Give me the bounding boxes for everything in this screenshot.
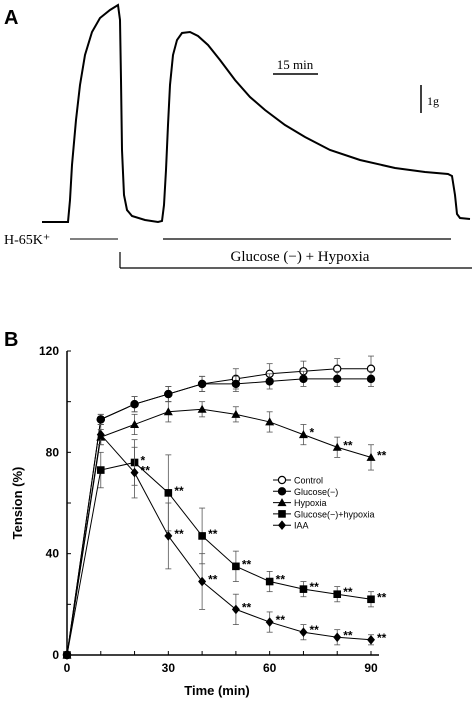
x-tick-label: 30 [162,661,176,675]
data-point-glucose-hypoxia [164,489,173,497]
legend-label-glucose: Glucose(−) [294,487,338,497]
data-point-hypoxia [298,430,308,439]
significance-mark-iaa: ** [242,600,252,614]
data-point-iaa [164,531,173,541]
legend-marker-hypoxia [277,498,287,507]
stimulus-hypoxia-label: Glucose (−) + Hypoxia [231,249,370,265]
series-line-glucose [66,378,371,656]
x-axis-title: Time (min) [184,683,250,698]
data-point-iaa [198,576,207,587]
significance-mark-glucose-hypoxia: * [141,453,146,467]
significance-mark-glucose-hypoxia: ** [276,573,286,587]
significance-mark-glucose-hypoxia: ** [343,585,353,599]
series-line-iaa [66,433,372,656]
legend-marker-control [277,475,287,485]
panel-a-label: A [4,7,18,29]
data-point-iaa [231,604,240,615]
significance-mark-glucose-hypoxia: ** [242,557,252,571]
x-tick-label: 60 [263,661,277,675]
data-point-iaa [63,650,71,660]
data-point-iaa [130,467,139,478]
data-point-iaa [265,617,274,627]
data-point-hypoxia [332,442,342,451]
data-point-glucose [333,374,342,384]
legend-label-control: Control [294,476,323,486]
data-point-hypoxia [197,404,207,413]
y-axis-title: Tension (%) [10,467,25,540]
x-tick-label: 0 [64,661,71,675]
significance-mark-iaa: ** [377,631,387,645]
data-point-hypoxia [130,419,140,428]
significance-mark-iaa: ** [343,628,353,642]
y-tick-label: 120 [39,344,59,358]
data-point-glucose [265,377,274,386]
data-point-glucose-hypoxia [333,590,342,598]
data-point-hypoxia [366,452,376,461]
data-point-hypoxia [265,417,275,426]
significance-mark-iaa: ** [309,623,319,637]
y-tick-label: 40 [46,547,60,561]
data-point-glucose-hypoxia [299,585,308,593]
data-point-glucose-hypoxia [232,562,240,571]
data-point-iaa [299,627,308,637]
y-tick-label: 80 [46,445,60,459]
significance-mark-iaa: ** [276,613,286,627]
significance-mark-glucose-hypoxia: ** [309,580,319,594]
legend-label-glucose-hypoxia: Glucose(−)+hypoxia [294,509,375,519]
x-tick-label: 90 [364,661,378,675]
data-point-glucose-hypoxia [96,466,105,474]
y-tick-label: 0 [52,648,59,662]
data-point-iaa [96,429,105,440]
significance-mark-glucose-hypoxia: ** [174,484,184,498]
data-point-glucose-hypoxia [265,577,274,586]
legend-marker-glucose [277,487,287,496]
significance-mark-iaa: ** [141,464,151,478]
force-scale-label: 1g [427,94,439,108]
legend-marker-iaa [278,520,286,530]
data-point-glucose [299,374,308,384]
significance-mark-glucose-hypoxia: ** [377,590,387,604]
data-point-iaa [333,632,342,643]
significance-mark-hypoxia: * [309,426,314,440]
significance-mark-glucose-hypoxia: ** [208,527,218,541]
significance-mark-hypoxia: ** [377,448,387,462]
series-line-hypoxia [66,408,372,656]
panel-b-label: B [4,329,18,351]
tension-trace [42,3,471,224]
data-point-iaa [367,635,375,645]
data-point-hypoxia [231,409,241,418]
data-point-glucose [96,415,105,424]
data-point-glucose [130,400,139,409]
legend-label-iaa: IAA [294,521,309,531]
significance-mark-iaa: ** [174,527,184,541]
series-line-glucose-hypoxia [66,461,372,656]
significance-mark-hypoxia: ** [343,438,353,452]
legend-label-hypoxia: Hypoxia [294,498,327,508]
data-point-glucose [366,374,376,384]
time-scale-label: 15 min [277,57,314,72]
stimulus-h65k-label: H-65K⁺ [4,233,50,248]
data-point-glucose [197,379,207,389]
legend-marker-glucose-hypoxia [278,510,286,518]
significance-mark-iaa: ** [208,573,218,587]
data-point-hypoxia [163,407,173,416]
data-point-glucose [231,379,241,389]
data-point-glucose-hypoxia [367,595,375,604]
data-point-glucose [164,389,173,399]
data-point-glucose-hypoxia [198,532,206,540]
